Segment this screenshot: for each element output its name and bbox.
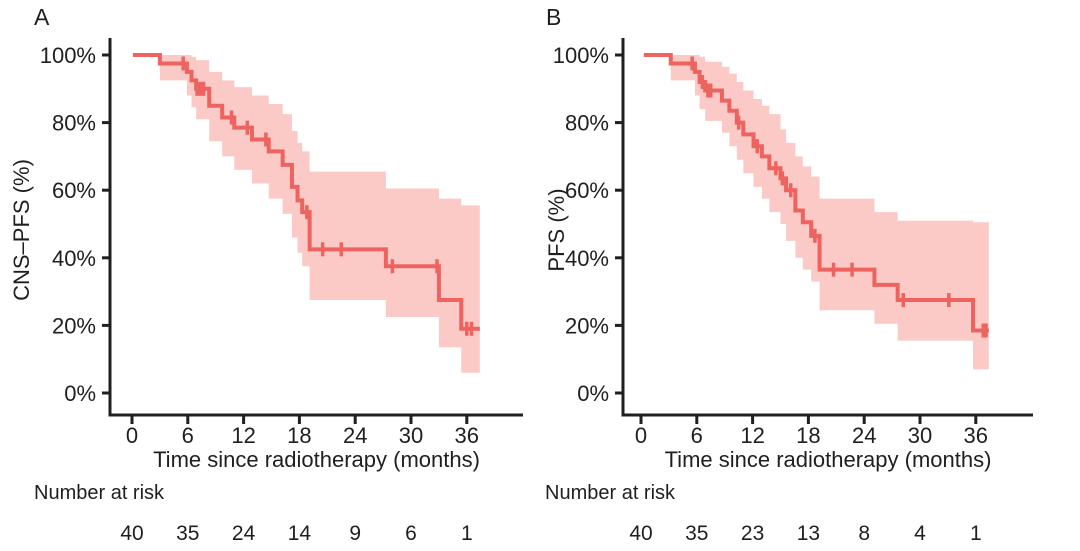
survival-curve: [132, 53, 480, 331]
risk-count: 35: [685, 522, 708, 545]
panel-b-number-at-risk-label: Number at risk: [545, 482, 676, 504]
x-tick-label: 24: [852, 423, 876, 448]
risk-count: 4: [914, 522, 926, 545]
y-tick-label: 20%: [52, 313, 96, 338]
risk-count: 24: [232, 522, 256, 545]
x-tick-label: 36: [964, 423, 988, 448]
risk-count: 1: [970, 522, 982, 545]
y-tick-label: 20%: [565, 313, 609, 338]
y-tick-label: 40%: [52, 246, 96, 271]
panel-a: A CNS–PFS (%) 0% 20% 40% 60% 80% 100% 0 40 6 35 12…: [9, 4, 523, 545]
panel-a-number-at-risk-label: Number at risk: [34, 482, 165, 504]
y-tick-label: 100%: [40, 43, 96, 68]
x-tick-label: 24: [343, 423, 367, 448]
risk-count: 35: [176, 522, 199, 545]
panel-a-x-axis-title: Time since radiotherapy (months): [153, 447, 480, 472]
y-tick-label: 60%: [52, 178, 96, 203]
y-tick-label: 80%: [52, 111, 96, 136]
y-tick-label: 40%: [565, 246, 609, 271]
km-plot-b: 0% 20% 40% 60% 80% 100% 0 40 6 35 12 23 18 13 24 8 30 4 36…: [553, 38, 1033, 545]
confidence-band: [643, 55, 989, 370]
x-tick-label: 30: [399, 423, 423, 448]
panel-b: B PFS (%) 0% 20% 40% 60% 80% 100% 0 40 6 35 12 23 18…: [540, 0, 1080, 551]
km-plot-a: 0% 20% 40% 60% 80% 100% 0 40 6 35 12 24 18 14 24 9 30 6 36…: [40, 38, 523, 545]
panel-b-x-axis-title: Time since radiotherapy (months): [664, 447, 992, 472]
y-tick-label: 60%: [565, 178, 609, 203]
risk-count: 40: [120, 522, 143, 545]
x-tick-label: 12: [740, 423, 764, 448]
x-tick-label: 18: [796, 423, 820, 448]
y-tick-label: 0%: [577, 381, 609, 406]
risk-count: 14: [288, 522, 312, 545]
risk-count: 6: [405, 522, 417, 545]
y-tick-label: 80%: [565, 111, 609, 136]
survival-curve: [643, 53, 989, 333]
risk-count: 8: [858, 522, 870, 545]
x-tick-label: 12: [231, 423, 255, 448]
x-tick-label: 6: [182, 423, 194, 448]
risk-count: 9: [349, 522, 361, 545]
x-tick-label: 6: [691, 423, 703, 448]
panel-a-letter: A: [34, 4, 50, 30]
risk-count: 1: [461, 522, 473, 545]
risk-count: 40: [629, 522, 652, 545]
x-tick-label: 18: [287, 423, 311, 448]
x-tick-label: 0: [635, 423, 647, 448]
x-tick-label: 36: [455, 423, 479, 448]
risk-count: 13: [797, 522, 820, 545]
y-tick-label: 0%: [64, 381, 96, 406]
x-tick-label: 0: [126, 423, 138, 448]
y-tick-label: 100%: [553, 43, 609, 68]
x-tick-label: 30: [908, 423, 932, 448]
panel-b-letter: B: [546, 4, 562, 30]
risk-count: 23: [741, 522, 764, 545]
